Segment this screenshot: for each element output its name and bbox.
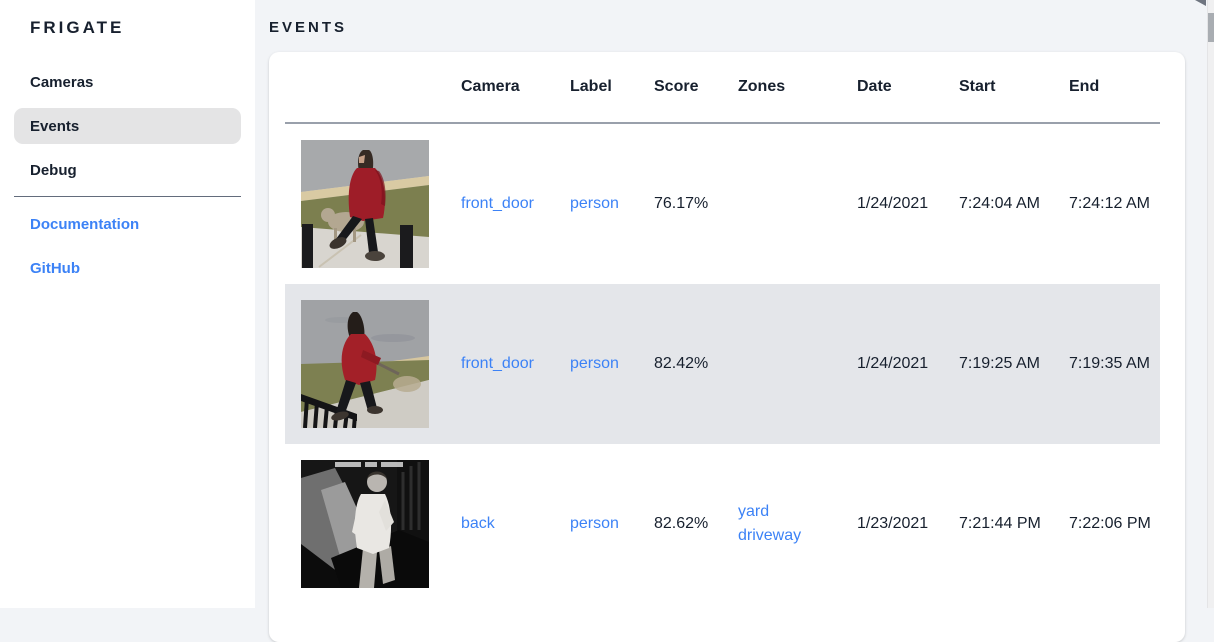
label-link[interactable]: person xyxy=(570,195,619,212)
score-value: 82.62% xyxy=(654,515,709,532)
sidebar-link-documentation[interactable]: Documentation xyxy=(14,206,241,242)
zones-cell: yard driveway xyxy=(738,500,857,548)
table-header-row: Camera Label Score Zones Date Start End xyxy=(285,52,1160,124)
date-value: 1/24/2021 xyxy=(857,195,929,212)
events-card: Camera Label Score Zones Date Start End … xyxy=(269,52,1185,642)
app-title[interactable]: FRIGATE xyxy=(30,18,125,37)
column-header-score: Score xyxy=(654,78,699,95)
column-header-date: Date xyxy=(857,78,892,95)
camera-link[interactable]: back xyxy=(461,515,495,532)
score-value: 76.17% xyxy=(654,195,709,212)
end-value: 7:19:35 AM xyxy=(1069,355,1150,372)
end-value: 7:24:12 AM xyxy=(1069,195,1150,212)
start-value: 7:19:25 AM xyxy=(959,355,1040,372)
vertical-scrollbar[interactable] xyxy=(1207,0,1214,608)
column-header-start: Start xyxy=(959,78,996,95)
page-title: EVENTS xyxy=(269,19,348,36)
event-thumbnail[interactable] xyxy=(301,460,429,588)
start-value: 7:21:44 PM xyxy=(959,515,1041,532)
table-row[interactable]: back person 82.62% yard driveway 1/23/202… xyxy=(285,444,1160,604)
sidebar-item-events[interactable]: Events xyxy=(14,108,241,144)
sidebar-link-label: GitHub xyxy=(30,259,80,277)
zone-link[interactable]: yard xyxy=(738,503,770,520)
sidebar-item-label: Debug xyxy=(30,161,77,179)
event-thumbnail[interactable] xyxy=(301,140,429,268)
sidebar-link-label: Documentation xyxy=(30,215,140,233)
sidebar-item-cameras[interactable]: Cameras xyxy=(14,64,241,100)
main-content: EVENTS Camera Label Score Zones Date Sta… xyxy=(255,0,1207,642)
camera-link[interactable]: front_door xyxy=(461,355,534,372)
scrollbar-arrow-fragment xyxy=(1195,0,1206,6)
sidebar: FRIGATE Cameras Events Debug Documentati… xyxy=(0,0,255,608)
label-link[interactable]: person xyxy=(570,355,619,372)
table-row[interactable]: front_door person 76.17% 1/24/2021 7:24:… xyxy=(285,124,1160,284)
label-link[interactable]: person xyxy=(570,515,619,532)
event-thumbnail[interactable] xyxy=(301,300,429,428)
sidebar-item-debug[interactable]: Debug xyxy=(14,152,241,188)
end-value: 7:22:06 PM xyxy=(1069,515,1151,532)
column-header-zones: Zones xyxy=(738,78,786,95)
column-header-end: End xyxy=(1069,78,1100,95)
sidebar-nav: Cameras Events Debug Documentation GitHu… xyxy=(0,64,255,286)
sidebar-divider xyxy=(14,196,241,197)
start-value: 7:24:04 AM xyxy=(959,195,1040,212)
sidebar-link-github[interactable]: GitHub xyxy=(14,250,241,286)
score-value: 82.42% xyxy=(654,355,709,372)
sidebar-item-label: Events xyxy=(30,117,80,135)
date-value: 1/23/2021 xyxy=(857,515,929,532)
column-header-camera: Camera xyxy=(461,78,520,95)
zone-link[interactable]: driveway xyxy=(738,527,802,544)
table-row[interactable]: front_door person 82.42% 1/24/2021 7:19:… xyxy=(285,284,1160,444)
scrollbar-thumb[interactable] xyxy=(1208,13,1214,42)
camera-link[interactable]: front_door xyxy=(461,195,534,212)
table-body: front_door person 76.17% 1/24/2021 7:24:… xyxy=(285,124,1160,604)
date-value: 1/24/2021 xyxy=(857,355,929,372)
column-header-label: Label xyxy=(570,78,612,95)
sidebar-item-label: Cameras xyxy=(30,73,94,91)
